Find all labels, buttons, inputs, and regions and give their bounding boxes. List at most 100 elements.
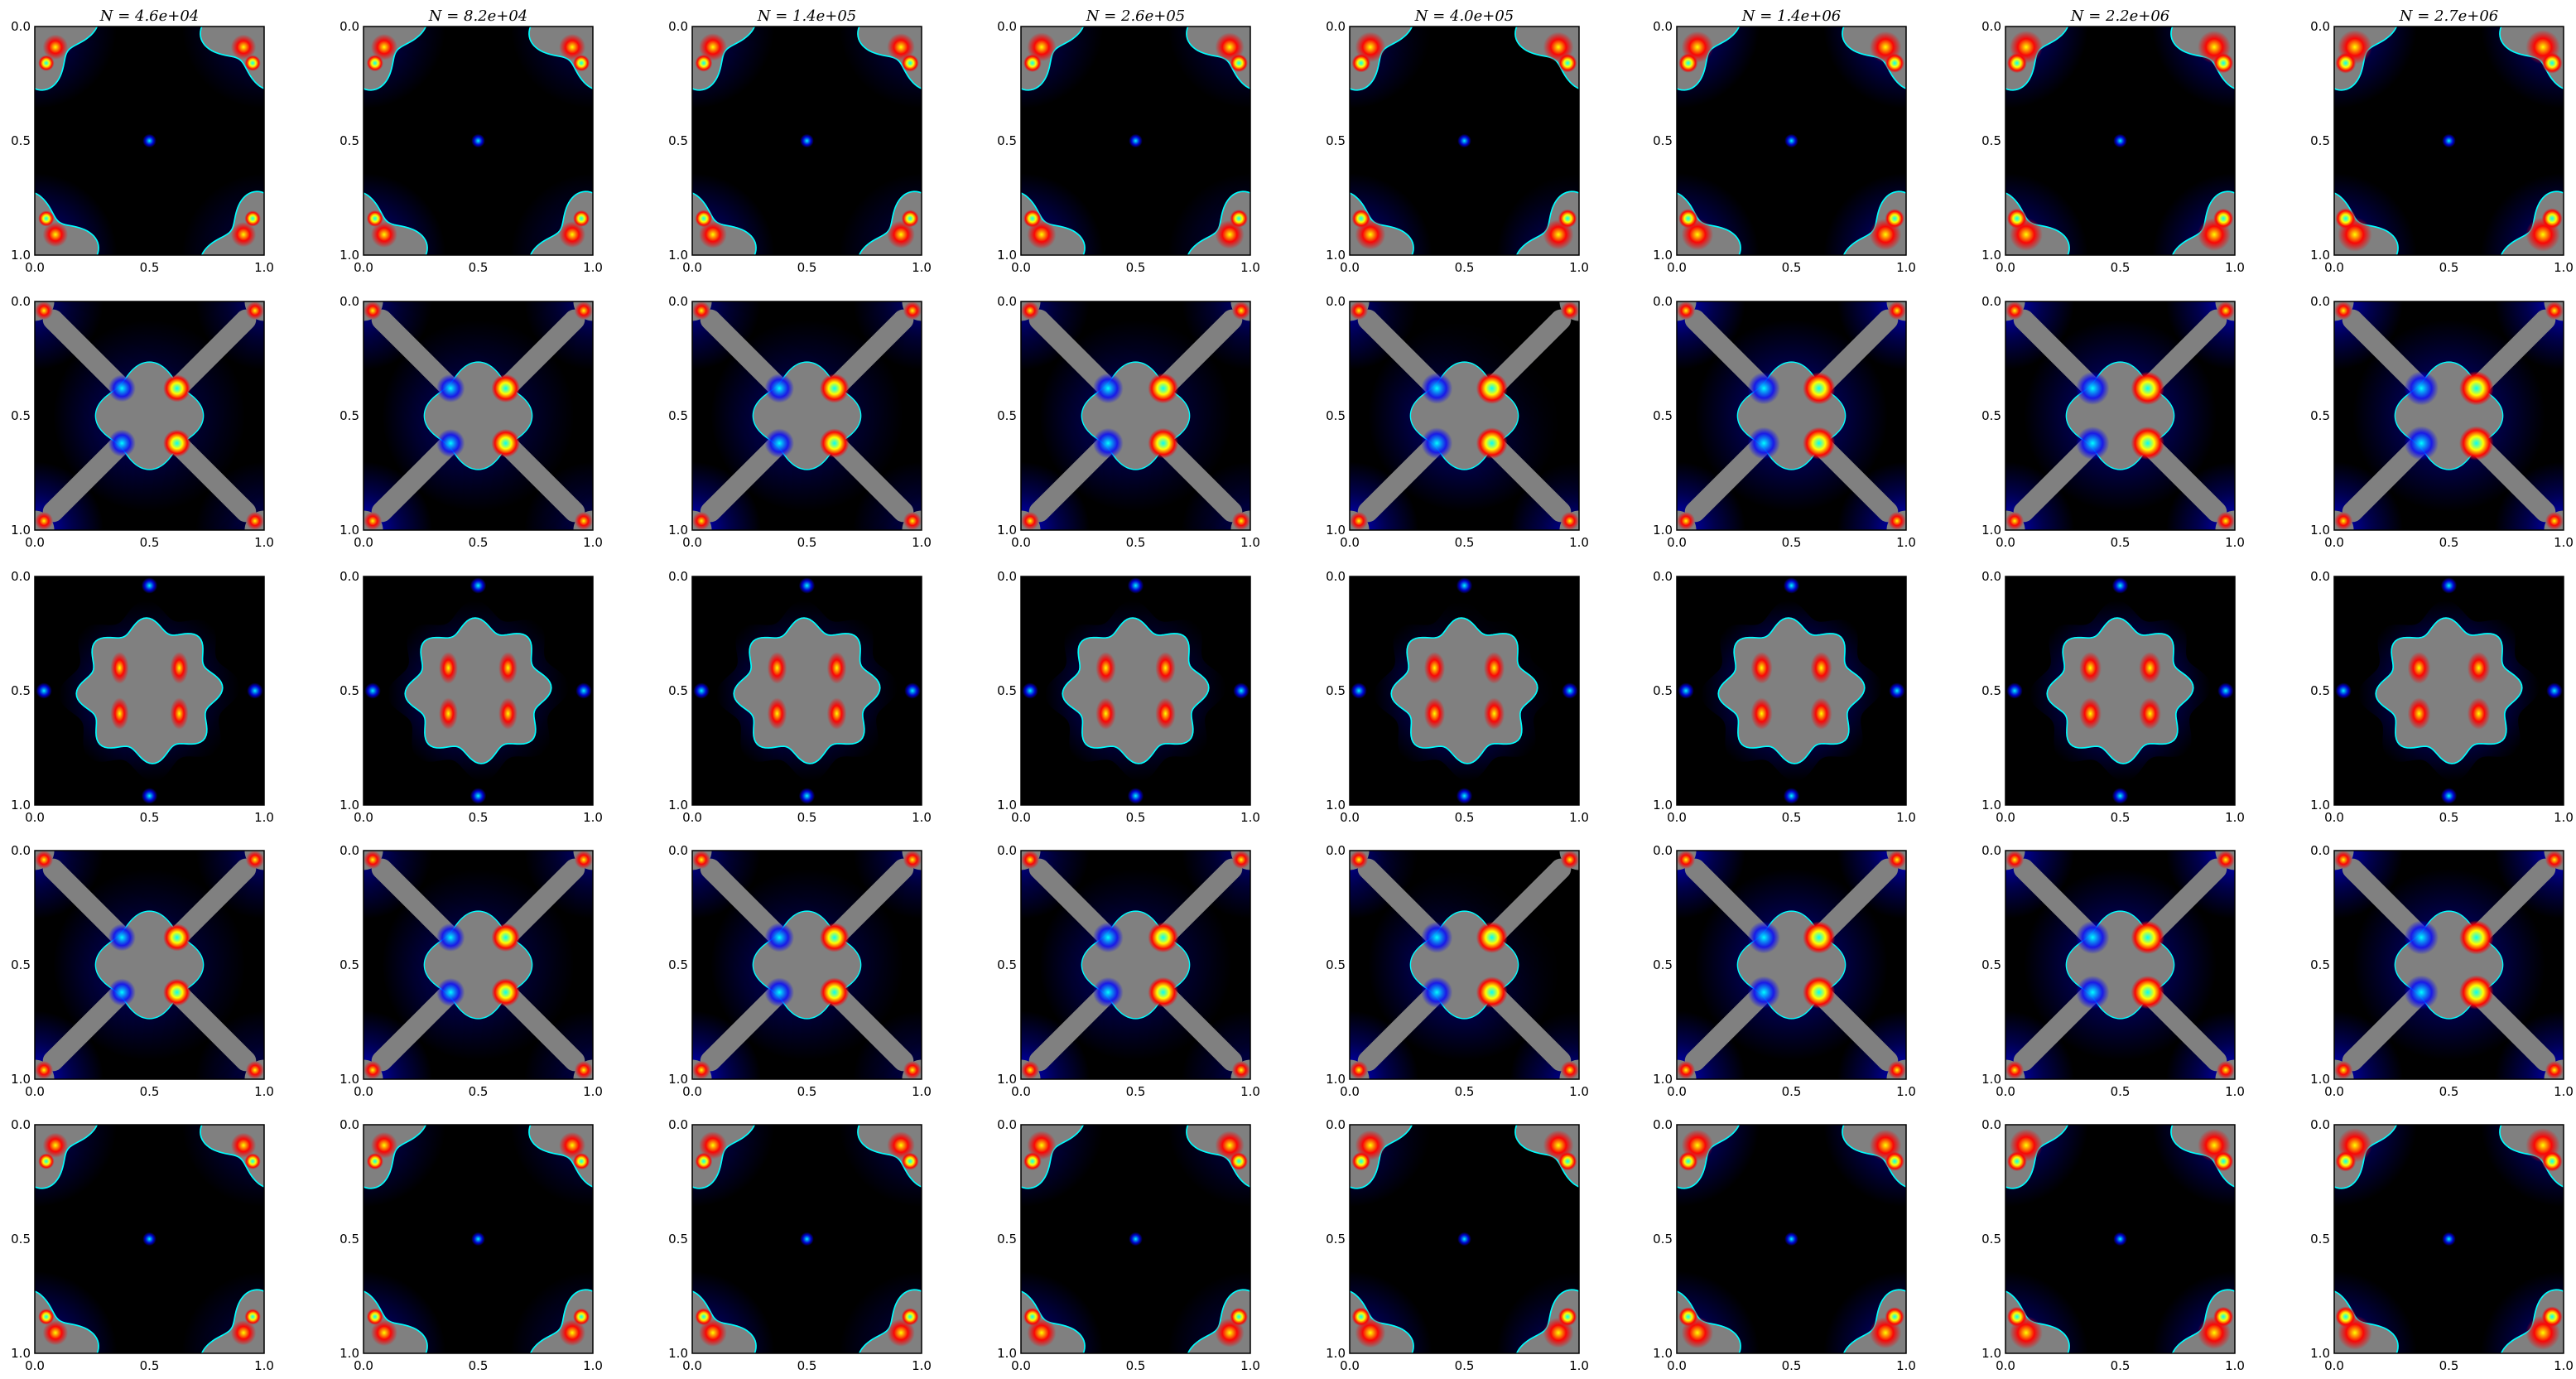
panel-r3-c6: 0.0 0.0 0.5 0.5 1.0 1.0: [1653, 569, 1916, 825]
x-tick-label: 0.5: [1455, 535, 1475, 550]
plot-frame: [2005, 850, 2236, 1080]
y-tick-label: 0.5: [1653, 133, 1673, 148]
y-tick-label: 0.0: [339, 19, 359, 34]
column-title: N = 2.7e+06: [2399, 7, 2499, 25]
x-tick-label: 0.5: [1126, 260, 1146, 275]
y-tick-label: 0.5: [11, 133, 31, 148]
plot-frame: [2005, 576, 2236, 806]
plot-frame: [1020, 576, 1251, 806]
y-tick-label: 0.5: [11, 408, 31, 423]
y-tick-label: 1.0: [339, 1346, 359, 1361]
panel-r3-c1: 0.0 0.0 0.5 0.5 1.0 1.0: [11, 569, 274, 825]
x-tick-label: 1.0: [2225, 1358, 2245, 1373]
y-tick-label: 1.0: [997, 248, 1017, 263]
plot-frame: [2333, 576, 2564, 806]
column-title: N = 4.6e+04: [99, 7, 200, 25]
y-tick-label: 1.0: [668, 798, 688, 812]
plot-frame: [1349, 26, 1580, 256]
y-tick-label: 1.0: [339, 798, 359, 812]
y-tick-label: 0.0: [1326, 569, 1346, 584]
x-tick-label: 1.0: [2554, 535, 2574, 550]
x-tick-label: 1.0: [583, 1084, 603, 1099]
x-tick-label: 1.0: [1240, 1358, 1260, 1373]
y-tick-label: 1.0: [11, 523, 31, 538]
y-tick-label: 1.0: [1326, 798, 1346, 812]
y-tick-label: 0.0: [1653, 294, 1673, 309]
y-tick-label: 0.5: [1981, 957, 2001, 972]
y-tick-label: 1.0: [1653, 1072, 1673, 1087]
x-tick-label: 0.0: [1667, 260, 1687, 275]
y-tick-label: 0.5: [11, 683, 31, 698]
x-tick-label: 0.5: [1782, 1084, 1802, 1099]
x-tick-label: 0.5: [2439, 810, 2459, 825]
x-tick-label: 1.0: [2225, 260, 2245, 275]
y-tick-label: 0.5: [668, 133, 688, 148]
x-tick-label: 0.5: [2439, 260, 2459, 275]
y-tick-label: 1.0: [1326, 1072, 1346, 1087]
y-tick-label: 0.0: [339, 1117, 359, 1132]
y-tick-label: 1.0: [1981, 248, 2001, 263]
panel-r2-c2: 0.0 0.0 0.5 0.5 1.0 1.0: [339, 294, 603, 550]
x-tick-label: 0.0: [1996, 260, 2015, 275]
y-tick-label: 0.0: [1653, 19, 1673, 34]
x-tick-label: 0.0: [2324, 1084, 2344, 1099]
y-tick-label: 0.5: [339, 408, 359, 423]
panel-r4-c6: 0.0 0.0 0.5 0.5 1.0 1.0: [1653, 843, 1916, 1099]
y-tick-label: 1.0: [11, 1072, 31, 1087]
y-tick-label: 0.5: [668, 1232, 688, 1246]
plot-frame: [691, 1124, 922, 1354]
panel-r5-c5: 0.0 0.0 0.5 0.5 1.0 1.0: [1326, 1117, 1589, 1373]
y-tick-label: 1.0: [2310, 523, 2330, 538]
plot-frame: [34, 26, 265, 256]
plot-frame: [1020, 1124, 1251, 1354]
plot-frame: [34, 1124, 265, 1354]
y-tick-label: 0.5: [2310, 1232, 2330, 1246]
plot-frame: [363, 26, 594, 256]
y-tick-label: 1.0: [1653, 798, 1673, 812]
plot-frame: [2005, 301, 2236, 531]
x-tick-label: 1.0: [912, 535, 932, 550]
panel-r1-c2: 0.0 0.0 0.5 0.5 1.0 1.0 N = 8.2e+04: [339, 7, 603, 275]
panel-r4-c2: 0.0 0.0 0.5 0.5 1.0 1.0: [339, 843, 603, 1099]
y-tick-label: 0.5: [1981, 1232, 2001, 1246]
x-tick-label: 0.5: [140, 260, 160, 275]
panel-r5-c3: 0.0 0.0 0.5 0.5 1.0 1.0: [668, 1117, 932, 1373]
y-tick-label: 1.0: [1326, 248, 1346, 263]
y-tick-label: 0.5: [339, 1232, 359, 1246]
x-tick-label: 1.0: [1896, 260, 1916, 275]
x-tick-label: 0.0: [682, 1358, 702, 1373]
y-tick-label: 1.0: [339, 248, 359, 263]
x-tick-label: 0.5: [1126, 1358, 1146, 1373]
x-tick-label: 0.0: [1996, 810, 2015, 825]
x-tick-label: 0.0: [1667, 1358, 1687, 1373]
x-tick-label: 0.5: [797, 810, 817, 825]
x-tick-label: 0.0: [1340, 810, 1360, 825]
plot-frame: [2333, 850, 2564, 1080]
y-tick-label: 0.0: [1326, 1117, 1346, 1132]
x-tick-label: 0.0: [1996, 1084, 2015, 1099]
y-tick-label: 0.0: [668, 19, 688, 34]
x-tick-label: 0.5: [469, 1084, 489, 1099]
x-tick-label: 0.0: [25, 810, 45, 825]
x-tick-label: 0.0: [25, 260, 45, 275]
y-tick-label: 0.5: [2310, 683, 2330, 698]
y-tick-label: 0.0: [11, 843, 31, 858]
y-tick-label: 0.0: [11, 19, 31, 34]
x-tick-label: 0.5: [1455, 810, 1475, 825]
x-tick-label: 1.0: [1240, 535, 1260, 550]
x-tick-label: 0.5: [2111, 1084, 2131, 1099]
x-tick-label: 1.0: [1240, 1084, 1260, 1099]
y-tick-label: 0.0: [1653, 569, 1673, 584]
x-tick-label: 1.0: [1240, 260, 1260, 275]
y-tick-label: 1.0: [668, 523, 688, 538]
x-tick-label: 1.0: [583, 810, 603, 825]
x-tick-label: 1.0: [2554, 810, 2574, 825]
y-tick-label: 0.5: [668, 683, 688, 698]
masked-region: [404, 617, 552, 764]
y-tick-label: 0.5: [339, 683, 359, 698]
y-tick-label: 1.0: [1653, 248, 1673, 263]
plot-frame: [691, 26, 922, 256]
y-tick-label: 1.0: [1981, 1072, 2001, 1087]
panel-r2-c7: 0.0 0.0 0.5 0.5 1.0 1.0: [1981, 294, 2245, 550]
x-tick-label: 0.5: [469, 260, 489, 275]
